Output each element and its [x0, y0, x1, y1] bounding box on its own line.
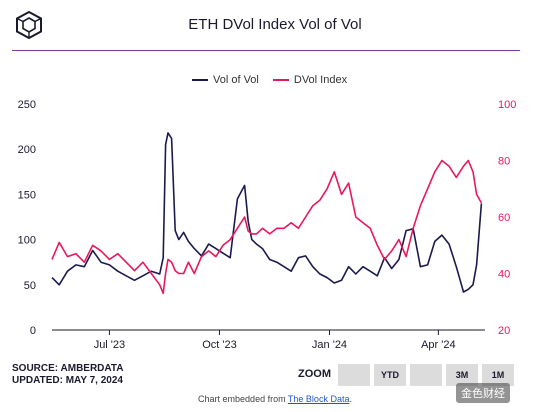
series-line-dvol-index: [51, 159, 483, 295]
x-tick-label: Jul '23: [94, 339, 125, 351]
embed-prefix: Chart embedded from: [198, 394, 288, 404]
watermark: 金色财经: [456, 383, 510, 403]
the-block-logo-icon: [16, 10, 42, 40]
updated-line: UPDATED: MAY 7, 2024: [12, 375, 123, 386]
y-right-tick-label: 20: [498, 325, 510, 337]
legend-item-vol-of-vol[interactable]: Vol of Vol: [192, 74, 259, 86]
x-tick-label: Apr '24: [421, 339, 456, 351]
y-left-tick-label: 100: [18, 235, 36, 247]
y-left-tick-label: 250: [18, 99, 36, 111]
source-line: SOURCE: AMBERDATA: [12, 363, 124, 374]
zoom-button-all[interactable]: [338, 364, 370, 386]
source-credit: SOURCE: AMBERDATA UPDATED: MAY 7, 2024: [12, 363, 123, 387]
zoom-button-ytd[interactable]: YTD: [374, 364, 406, 386]
legend-swatch-vol-of-vol: [192, 79, 208, 81]
y-right-tick-label: 60: [498, 212, 510, 224]
legend-label-dvol-index: DVol Index: [293, 74, 348, 86]
the-block-data-link[interactable]: The Block Data: [287, 394, 350, 404]
y-left-tick-label: 50: [24, 280, 36, 292]
series-line-vol-of-vol: [51, 132, 483, 293]
embed-suffix: .: [349, 394, 352, 404]
x-tick-label: Jan '24: [312, 339, 347, 351]
legend-item-dvol-index[interactable]: DVol Index: [272, 74, 348, 86]
y-right-tick-label: 100: [498, 99, 516, 111]
zoom-label: ZOOM: [298, 368, 331, 380]
chart-title: ETH DVol Index Vol of Vol: [188, 16, 362, 33]
zoom-button-1m[interactable]: 1M: [482, 364, 514, 386]
legend-swatch-dvol-index: [272, 79, 289, 81]
y-right-tick-label: 80: [498, 156, 510, 168]
chart-legend: Vol of Vol DVol Index: [192, 74, 347, 86]
zoom-button-3m[interactable]: 3M: [446, 364, 478, 386]
line-chart: 0 50 100 150 200 250 20 40 60 80 100 Jul '23 Oct '23…: [18, 99, 517, 351]
y-left-tick-label: 0: [30, 325, 36, 337]
title-divider: [12, 50, 520, 51]
x-tick-label: Oct '23: [202, 339, 237, 351]
y-left-tick-label: 150: [18, 189, 36, 201]
y-right-tick-label: 40: [498, 269, 510, 281]
y-left-tick-label: 200: [18, 144, 36, 156]
embed-credit: Chart embedded from The Block Data.: [0, 394, 550, 404]
zoom-button-6m[interactable]: [410, 364, 442, 386]
legend-label-vol-of-vol: Vol of Vol: [213, 74, 259, 86]
